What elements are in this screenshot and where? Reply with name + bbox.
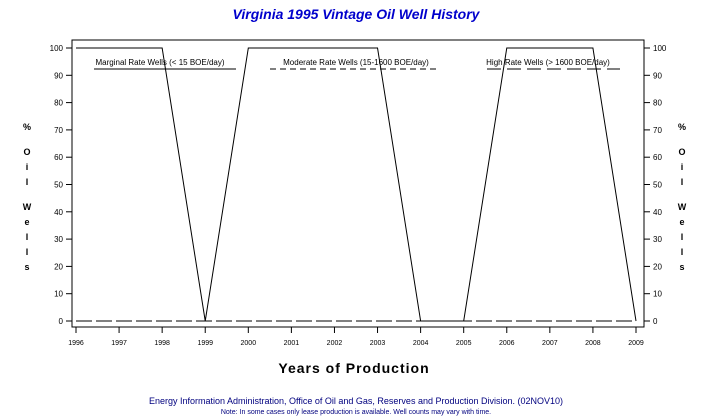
y-tick-label-left: 70 [54,126,63,135]
y-tick-label-right: 90 [653,71,662,80]
footer-note: Note: In some cases only lease productio… [221,409,491,416]
legend: Marginal Rate Wells (< 15 BOE/day) Modera… [94,58,620,70]
y-tick-label-left: 60 [54,153,63,162]
x-tick-label: 2006 [499,340,515,347]
y-tick-label-right: 70 [653,126,662,135]
y-tick-label-left: 0 [59,317,64,326]
y-tick-label-left: 30 [54,235,63,244]
legend-label: Moderate Rate Wells (15-1600 BOE/day) [283,58,429,67]
x-tick-label: 1997 [111,340,127,347]
y-tick-label-right: 60 [653,153,662,162]
x-axis: 1996 1997 1998 1999 2000 2001 2002 2003 2004 2005… [68,327,644,347]
y-tick-label-left: 10 [54,290,63,299]
x-tick-label: 2004 [413,340,429,347]
y-tick-label-left: 20 [54,262,63,271]
x-tick-label: 1998 [154,340,170,347]
y-tick-label-left: 50 [54,181,63,190]
y-tick-label-left: 100 [50,44,64,53]
series-layer [76,47,637,322]
plot-frame [71,39,645,328]
y-tick-label-left: 80 [54,99,63,108]
y-axis-left: 0 10 20 30 40 50 60 70 80 90 100 [50,44,72,326]
series-line-1 [76,47,637,322]
x-tick-label: 2003 [370,340,386,347]
x-tick-label: 2000 [241,340,257,347]
y-tick-label-right: 0 [653,317,658,326]
y-tick-label-right: 10 [653,290,662,299]
legend-label: Marginal Rate Wells (< 15 BOE/day) [95,58,224,67]
x-tick-label: 1999 [197,340,213,347]
x-tick-label: 2001 [284,340,300,347]
x-tick-label: 2009 [628,340,644,347]
y-tick-label-right: 30 [653,235,662,244]
y-tick-label-left: 90 [54,71,63,80]
x-tick-label: 2007 [542,340,558,347]
y-tick-label-left: 40 [54,208,63,217]
footer-source: Energy Information Administration, Offic… [149,396,563,406]
x-tick-label: 2008 [585,340,601,347]
x-tick-label: 2005 [456,340,472,347]
y-tick-label-right: 20 [653,262,662,271]
y-tick-label-right: 50 [653,181,662,190]
legend-label: High Rate Wells (> 1600 BOE/day) [486,58,610,67]
y-tick-label-right: 100 [653,44,667,53]
y-tick-label-right: 80 [653,99,662,108]
x-tick-label: 1996 [68,340,84,347]
chart-title: Virginia 1995 Vintage Oil Well History [233,6,481,22]
y-axis-right: 0 10 20 30 40 50 60 70 80 90 100 [644,44,667,326]
y-tick-label-right: 40 [653,208,662,217]
x-axis-label: Years of Production [278,360,429,376]
x-tick-label: 2002 [327,340,343,347]
